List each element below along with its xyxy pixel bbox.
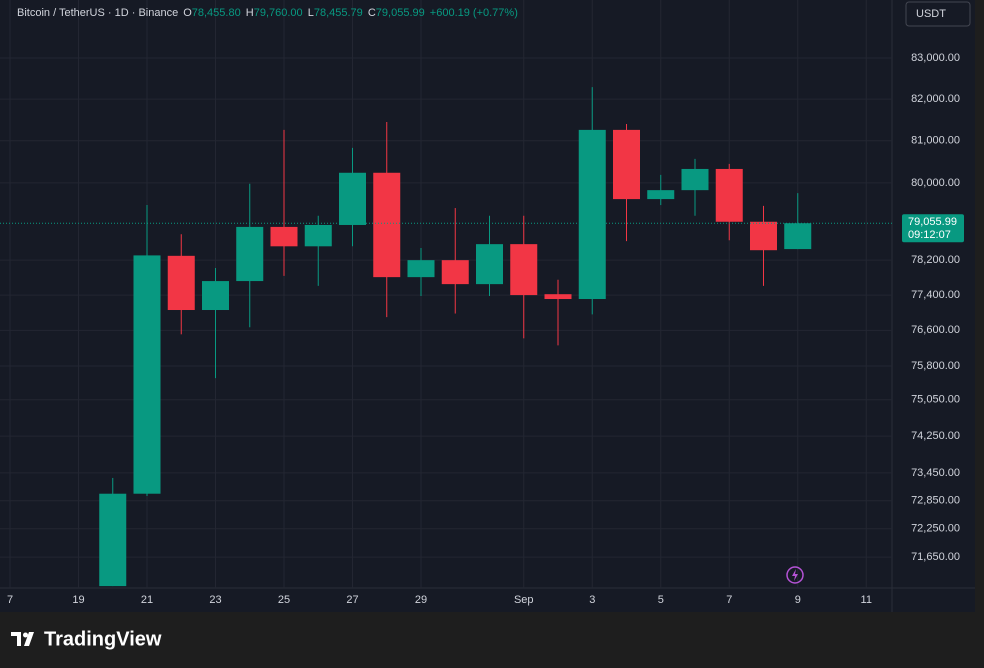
key: O bbox=[183, 7, 192, 19]
body bbox=[476, 244, 503, 285]
body bbox=[578, 129, 606, 300]
currency-button[interactable] bbox=[905, 1, 971, 27]
y-tick-label: 74,250.00 bbox=[911, 430, 960, 442]
x-tick-label: 19 bbox=[72, 594, 84, 606]
body bbox=[167, 255, 195, 311]
y-tick-label: 83,000.00 bbox=[911, 52, 960, 64]
logo-dot bbox=[23, 632, 28, 638]
price-tag-price: 79,055.99 bbox=[908, 216, 957, 228]
brand: TradingView bbox=[44, 628, 162, 650]
y-tick-label: 76,600.00 bbox=[911, 324, 960, 336]
x-tick-label: Sep bbox=[514, 594, 534, 606]
body bbox=[613, 129, 640, 200]
x-tick-label: 9 bbox=[795, 594, 801, 606]
body bbox=[750, 221, 777, 251]
value: 79,055.99 bbox=[376, 7, 425, 19]
body bbox=[304, 224, 332, 247]
price-tag bbox=[902, 214, 964, 243]
logo: TradingView bbox=[11, 628, 162, 650]
body bbox=[544, 294, 572, 300]
y-tick-label: 81,000.00 bbox=[911, 135, 960, 147]
y-tick-label: 72,250.00 bbox=[911, 523, 960, 535]
symbol: Bitcoin / TetherUS · 1D · Binance bbox=[17, 7, 178, 19]
y-tick-label: 77,400.00 bbox=[911, 289, 960, 301]
lightning-icon[interactable] bbox=[786, 566, 804, 584]
key: C bbox=[368, 7, 376, 19]
value: 79,760.00 bbox=[254, 7, 303, 19]
axes: 83,000.00 82,000.00 81,000.00 80,000.00 78,2… bbox=[7, 52, 964, 606]
change: +600.19 (+0.77%) bbox=[430, 7, 518, 19]
x-tick-label: 29 bbox=[415, 594, 427, 606]
x-tick-label: 25 bbox=[278, 594, 290, 606]
y-tick-label: 78,200.00 bbox=[911, 254, 960, 266]
value: 78,455.79 bbox=[314, 7, 363, 19]
y-tick-label: 71,650.00 bbox=[911, 551, 960, 563]
y-tick-label: 75,800.00 bbox=[911, 360, 960, 372]
body bbox=[270, 226, 298, 247]
key: L bbox=[308, 7, 314, 19]
x-tick-label: 3 bbox=[589, 594, 595, 606]
x-tick-label: 21 bbox=[141, 594, 153, 606]
x-tick-label: 23 bbox=[209, 594, 221, 606]
body bbox=[407, 260, 435, 278]
value: 78,455.80 bbox=[192, 7, 241, 19]
body bbox=[373, 172, 401, 278]
body bbox=[99, 493, 127, 587]
body bbox=[510, 244, 538, 296]
body bbox=[647, 190, 675, 200]
y-tick-label: 82,000.00 bbox=[911, 93, 960, 105]
logo-mark bbox=[11, 632, 34, 646]
body bbox=[441, 260, 469, 285]
y-tick-label: 75,050.00 bbox=[911, 394, 960, 406]
ohlc: O78,455.80 H79,760.00 L78,455.79 C79,055… bbox=[183, 7, 518, 19]
y-tick-label: 73,450.00 bbox=[911, 467, 960, 479]
price-tag-countdown: 09:12:07 bbox=[908, 229, 951, 241]
x-tick-label: 27 bbox=[346, 594, 358, 606]
body bbox=[784, 223, 812, 250]
body bbox=[236, 226, 264, 282]
chart-background bbox=[0, 0, 975, 612]
y-tick-label: 80,000.00 bbox=[911, 177, 960, 189]
currency-label[interactable]: USDT bbox=[916, 8, 946, 20]
body bbox=[715, 168, 743, 222]
x-tick-label: 5 bbox=[658, 594, 664, 606]
candles bbox=[0, 87, 892, 587]
key: H bbox=[246, 7, 254, 19]
body bbox=[202, 281, 229, 311]
body bbox=[133, 255, 161, 494]
x-tick-label: 11 bbox=[861, 594, 872, 606]
x-tick-label: 7 bbox=[7, 594, 13, 606]
body bbox=[681, 168, 709, 191]
lightning-bolt bbox=[792, 569, 798, 581]
y-tick-label: 72,850.00 bbox=[911, 495, 960, 507]
body bbox=[339, 172, 366, 225]
x-tick-label: 7 bbox=[726, 594, 732, 606]
